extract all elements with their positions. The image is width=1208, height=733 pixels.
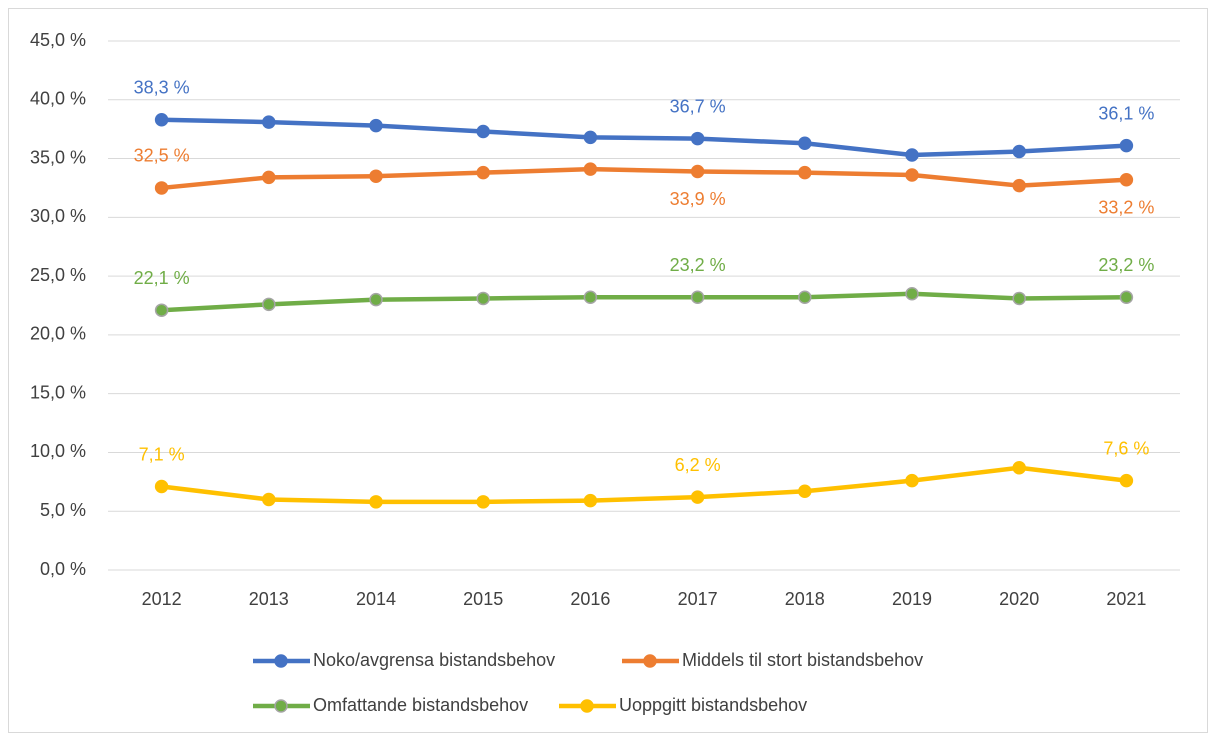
point-marker [583,162,598,176]
y-tick-label: 20,0 % [30,324,86,344]
y-tick-label: 45,0 % [30,30,86,50]
y-tick-label: 5,0 % [40,500,86,520]
point-marker [690,131,705,146]
data-label: 23,2 % [670,255,726,275]
y-tick-label: 10,0 % [30,441,86,461]
point-marker [690,490,705,504]
data-label: 36,1 % [1098,103,1154,123]
point-marker [369,169,383,183]
point-marker [262,170,276,185]
point-marker [798,165,812,180]
y-tick-label: 35,0 % [30,147,86,167]
legend-label: Noko/avgrensa bistandsbehov [313,650,555,670]
point-marker [1119,172,1134,187]
point-marker [905,286,919,301]
point-marker [369,292,383,307]
x-tick-label: 2019 [892,589,932,609]
point-marker [154,303,169,317]
point-marker [1012,144,1026,159]
x-tick-label: 2020 [999,589,1039,609]
y-tick-label: 40,0 % [30,89,86,109]
point-marker [154,113,169,127]
point-marker [262,297,276,312]
data-label: 6,2 % [675,455,721,475]
data-label: 7,1 % [139,444,185,464]
point-marker [476,495,490,509]
legend-label: Uoppgitt bistandsbehov [619,695,807,715]
x-tick-label: 2012 [142,589,182,609]
x-tick-label: 2013 [249,589,289,609]
point-marker [476,165,490,180]
y-tick-label: 15,0 % [30,382,86,402]
point-marker [905,168,919,182]
point-marker [905,473,919,488]
point-marker [583,130,598,145]
point-marker [1012,460,1026,475]
data-label: 36,7 % [670,96,726,116]
series-line [161,166,1127,191]
data-label: 33,9 % [670,189,726,209]
y-tick-label: 25,0 % [30,265,86,285]
point-marker [690,290,705,305]
point-marker [1119,290,1134,305]
point-marker [798,484,812,498]
x-tick-label: 2021 [1106,589,1146,609]
data-label: 22,1 % [134,268,190,288]
legend-marker [643,654,657,668]
series-line [161,117,1127,158]
point-marker [262,115,276,129]
series-line [161,291,1127,313]
legend-label: Omfattande bistandsbehov [313,695,528,715]
legend-marker [274,699,288,713]
point-marker [369,495,383,509]
point-marker [369,118,383,133]
point-marker [1012,178,1026,193]
data-label: 32,5 % [134,146,190,166]
point-marker [583,493,598,508]
x-tick-label: 2018 [785,589,825,609]
point-marker [798,136,812,151]
y-tick-label: 0,0 % [40,559,86,579]
legend-label: Middels til stort bistandsbehov [682,650,923,670]
point-marker [476,291,490,306]
point-marker [262,492,276,507]
point-marker [905,148,919,162]
legend-marker [580,699,594,713]
data-label: 33,2 % [1098,197,1154,217]
point-marker [798,290,812,305]
x-tick-label: 2015 [463,589,503,609]
chart-frame [8,8,1208,733]
point-marker [583,290,598,305]
point-marker [1119,473,1134,488]
x-tick-label: 2016 [570,589,610,609]
point-marker [154,181,169,195]
series-line [161,465,1127,505]
y-tick-label: 30,0 % [30,206,86,226]
point-marker [476,124,490,139]
x-tick-label: 2017 [678,589,718,609]
point-marker [1012,291,1026,306]
legend-marker [274,654,288,668]
point-marker [154,479,169,494]
point-marker [1119,138,1134,153]
data-label: 23,2 % [1098,255,1154,275]
point-marker [690,164,705,179]
data-label: 7,6 % [1103,438,1149,458]
data-label: 38,3 % [134,78,190,98]
x-tick-label: 2014 [356,589,396,609]
